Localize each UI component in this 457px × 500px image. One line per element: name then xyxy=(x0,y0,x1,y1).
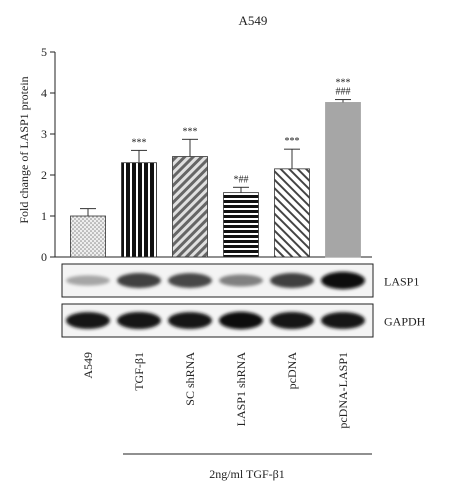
significance-label: *** xyxy=(132,137,147,148)
bar xyxy=(121,162,157,258)
blot-band xyxy=(117,311,161,330)
blot-band xyxy=(117,273,161,288)
blot-label: LASP1 xyxy=(384,275,419,289)
y-tick-label: 3 xyxy=(41,127,47,141)
y-tick-label: 5 xyxy=(41,45,47,59)
y-axis: 0 1 2 3 4 5 xyxy=(41,45,372,264)
bar xyxy=(70,215,106,258)
blot-band xyxy=(168,312,212,329)
significance-label: *** xyxy=(285,136,300,147)
blot-gapdh: GAPDH xyxy=(61,303,426,338)
bar xyxy=(172,156,208,258)
significance-text: *** xyxy=(132,137,147,148)
significance-text: *** xyxy=(183,126,198,137)
significance-text: ### xyxy=(336,87,351,98)
significance-text: *## xyxy=(234,174,249,185)
significance-text: *** xyxy=(285,136,300,147)
x-tick-label: pcDNA-LASP1 xyxy=(336,352,350,429)
x-tick-labels: A549 TGF-β1 SC shRNA LASP1 shRNA pcDNA pcDNA-… xyxy=(81,352,350,429)
blot-band xyxy=(219,274,263,287)
blot-band xyxy=(321,271,365,290)
x-tick-label: A549 xyxy=(81,352,95,379)
blot-band xyxy=(66,275,110,286)
y-tick-label: 4 xyxy=(41,86,47,100)
blot-band xyxy=(219,311,263,330)
y-tick-label: 1 xyxy=(41,209,47,223)
blot-band xyxy=(66,312,110,329)
blot-band xyxy=(270,273,314,288)
blot-band xyxy=(270,311,314,330)
blot-lasp1: LASP1 xyxy=(61,263,419,298)
blot-band xyxy=(168,273,212,288)
blot-label: GAPDH xyxy=(384,315,426,329)
significance-label: ***### xyxy=(336,78,351,98)
y-tick-label: 0 xyxy=(41,250,47,264)
western-blots: LASP1 GAPDH xyxy=(61,263,426,338)
x-tick-label: LASP1 shRNA xyxy=(234,352,248,427)
bar xyxy=(223,192,259,258)
x-tick-label: SC shRNA xyxy=(183,352,197,406)
x-tick-label: TGF-β1 xyxy=(132,352,146,391)
y-axis-label: Fold change of LASP1 protein xyxy=(17,76,31,223)
bar xyxy=(325,102,361,258)
chart-title: A549 xyxy=(239,13,268,28)
x-tick-label: pcDNA xyxy=(285,352,299,390)
y-tick-label: 2 xyxy=(41,168,47,182)
significance-label: *** xyxy=(183,126,198,137)
group-label: 2ng/ml TGF-β1 xyxy=(209,467,285,481)
bar xyxy=(274,168,310,258)
significance-label: *## xyxy=(234,174,249,185)
blot-band xyxy=(321,312,365,329)
bars: *******##******### xyxy=(70,78,361,258)
significance-text: *** xyxy=(336,78,351,89)
